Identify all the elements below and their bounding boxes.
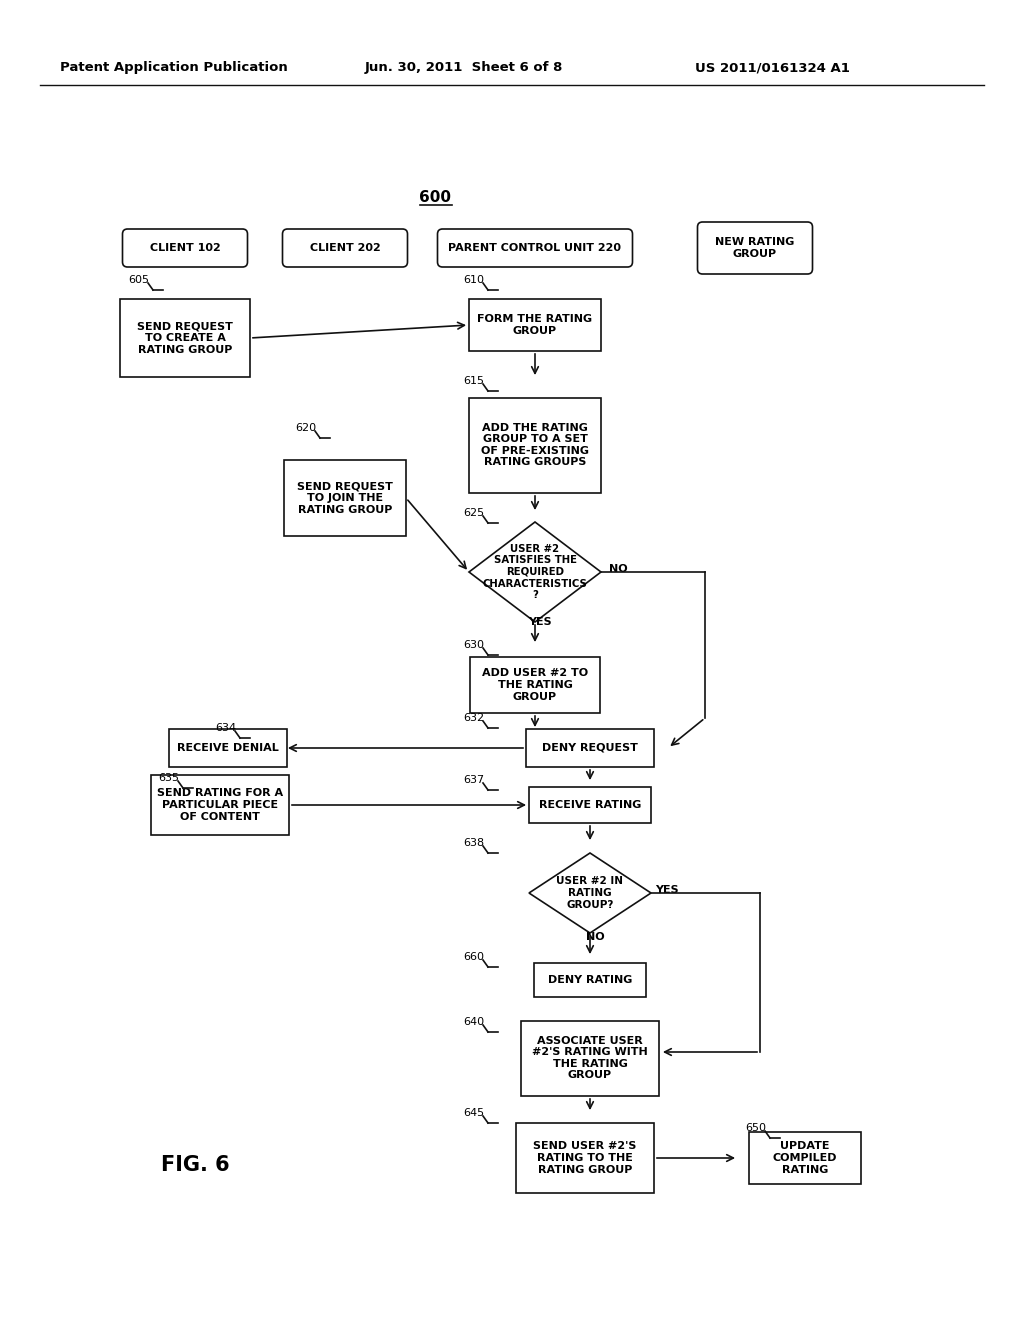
- Text: CLIENT 202: CLIENT 202: [309, 243, 380, 253]
- Text: DENY REQUEST: DENY REQUEST: [542, 743, 638, 752]
- Text: CLIENT 102: CLIENT 102: [150, 243, 220, 253]
- FancyBboxPatch shape: [437, 228, 633, 267]
- FancyBboxPatch shape: [470, 657, 600, 713]
- Text: SEND USER #2'S
RATING TO THE
RATING GROUP: SEND USER #2'S RATING TO THE RATING GROU…: [534, 1142, 637, 1175]
- Polygon shape: [529, 853, 651, 933]
- Text: USER #2 IN
RATING
GROUP?: USER #2 IN RATING GROUP?: [556, 876, 624, 909]
- Text: YES: YES: [528, 616, 552, 627]
- Text: FIG. 6: FIG. 6: [161, 1155, 229, 1175]
- Text: SEND REQUEST
TO CREATE A
RATING GROUP: SEND REQUEST TO CREATE A RATING GROUP: [137, 321, 232, 355]
- FancyBboxPatch shape: [283, 228, 408, 267]
- Text: SEND REQUEST
TO JOIN THE
RATING GROUP: SEND REQUEST TO JOIN THE RATING GROUP: [297, 482, 393, 515]
- Text: 600: 600: [419, 190, 451, 206]
- Text: NEW RATING
GROUP: NEW RATING GROUP: [716, 238, 795, 259]
- Text: FORM THE RATING
GROUP: FORM THE RATING GROUP: [477, 314, 593, 335]
- Text: 615: 615: [463, 376, 484, 385]
- Text: 645: 645: [463, 1107, 484, 1118]
- Text: RECEIVE RATING: RECEIVE RATING: [539, 800, 641, 810]
- FancyBboxPatch shape: [151, 775, 289, 836]
- Text: 634: 634: [215, 723, 237, 733]
- Text: PARENT CONTROL UNIT 220: PARENT CONTROL UNIT 220: [449, 243, 622, 253]
- Text: ADD THE RATING
GROUP TO A SET
OF PRE-EXISTING
RATING GROUPS: ADD THE RATING GROUP TO A SET OF PRE-EXI…: [481, 422, 589, 467]
- FancyBboxPatch shape: [697, 222, 812, 275]
- FancyBboxPatch shape: [469, 397, 601, 492]
- Text: 610: 610: [463, 275, 484, 285]
- FancyBboxPatch shape: [749, 1133, 861, 1184]
- FancyBboxPatch shape: [284, 459, 406, 536]
- Polygon shape: [469, 521, 601, 622]
- Text: 620: 620: [295, 422, 316, 433]
- FancyBboxPatch shape: [123, 228, 248, 267]
- Text: 660: 660: [463, 952, 484, 962]
- FancyBboxPatch shape: [169, 729, 287, 767]
- Text: DENY RATING: DENY RATING: [548, 975, 632, 985]
- FancyBboxPatch shape: [516, 1123, 654, 1193]
- Text: US 2011/0161324 A1: US 2011/0161324 A1: [695, 62, 850, 74]
- Text: 625: 625: [463, 508, 484, 517]
- FancyBboxPatch shape: [529, 787, 651, 822]
- Text: 650: 650: [745, 1123, 766, 1133]
- Text: YES: YES: [655, 884, 679, 895]
- FancyBboxPatch shape: [469, 300, 601, 351]
- Text: ADD USER #2 TO
THE RATING
GROUP: ADD USER #2 TO THE RATING GROUP: [482, 668, 588, 702]
- Text: Jun. 30, 2011  Sheet 6 of 8: Jun. 30, 2011 Sheet 6 of 8: [365, 62, 563, 74]
- Text: USER #2
SATISFIES THE
REQUIRED
CHARACTERISTICS
?: USER #2 SATISFIES THE REQUIRED CHARACTER…: [482, 544, 588, 601]
- Text: 635: 635: [158, 774, 179, 783]
- Text: SEND RATING FOR A
PARTICULAR PIECE
OF CONTENT: SEND RATING FOR A PARTICULAR PIECE OF CO…: [157, 788, 283, 821]
- Text: NO: NO: [609, 564, 628, 574]
- FancyBboxPatch shape: [521, 1020, 659, 1096]
- Text: Patent Application Publication: Patent Application Publication: [60, 62, 288, 74]
- Text: RECEIVE DENIAL: RECEIVE DENIAL: [177, 743, 279, 752]
- Text: ASSOCIATE USER
#2'S RATING WITH
THE RATING
GROUP: ASSOCIATE USER #2'S RATING WITH THE RATI…: [532, 1036, 648, 1080]
- Text: 605: 605: [128, 275, 150, 285]
- Text: NO: NO: [586, 932, 604, 942]
- Text: 640: 640: [463, 1016, 484, 1027]
- Text: 637: 637: [463, 775, 484, 785]
- FancyBboxPatch shape: [534, 964, 646, 997]
- Text: 632: 632: [463, 713, 484, 723]
- FancyBboxPatch shape: [526, 729, 654, 767]
- Text: 630: 630: [463, 640, 484, 649]
- Text: UPDATE
COMPILED
RATING: UPDATE COMPILED RATING: [773, 1142, 838, 1175]
- Text: 638: 638: [463, 838, 484, 847]
- FancyBboxPatch shape: [120, 300, 250, 378]
